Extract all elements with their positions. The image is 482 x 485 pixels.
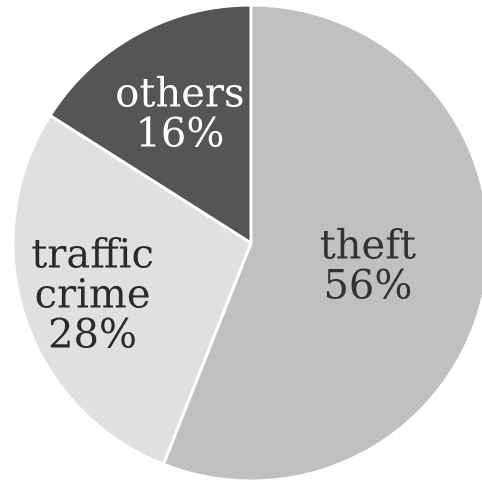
slice-category-label: crime <box>35 271 151 317</box>
pie-slices <box>11 3 482 483</box>
slice-category-label: theft <box>320 222 416 268</box>
slice-percent-label: 56% <box>323 262 412 308</box>
pie-slice <box>48 3 253 245</box>
slice-percent-label: 28% <box>48 311 137 357</box>
pie-slice <box>11 113 253 466</box>
slice-category-label: others <box>115 71 244 117</box>
slice-percent-label: 16% <box>135 111 224 157</box>
slice-category-label: traffic <box>31 231 154 277</box>
pie-slice <box>161 3 482 483</box>
